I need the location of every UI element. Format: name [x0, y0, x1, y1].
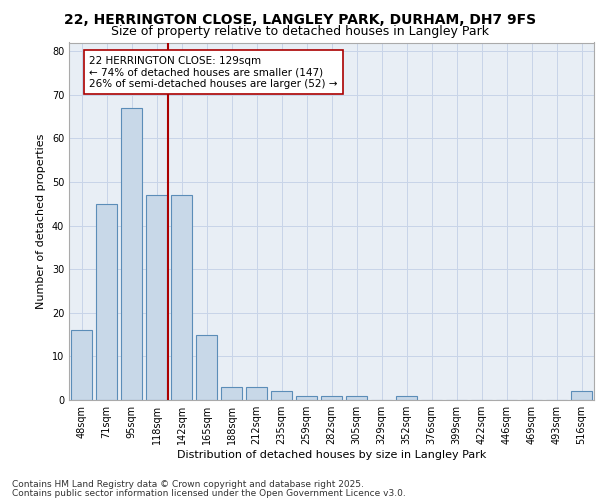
Bar: [321, 396, 342, 400]
Text: 22, HERRINGTON CLOSE, LANGLEY PARK, DURHAM, DH7 9FS: 22, HERRINGTON CLOSE, LANGLEY PARK, DURH…: [64, 12, 536, 26]
X-axis label: Distribution of detached houses by size in Langley Park: Distribution of detached houses by size …: [177, 450, 486, 460]
Bar: [396, 396, 417, 400]
Text: 22 HERRINGTON CLOSE: 129sqm
← 74% of detached houses are smaller (147)
26% of se: 22 HERRINGTON CLOSE: 129sqm ← 74% of det…: [89, 56, 337, 89]
Y-axis label: Number of detached properties: Number of detached properties: [36, 134, 46, 309]
Text: Size of property relative to detached houses in Langley Park: Size of property relative to detached ho…: [111, 25, 489, 38]
Bar: [271, 392, 292, 400]
Bar: [96, 204, 117, 400]
Text: Contains public sector information licensed under the Open Government Licence v3: Contains public sector information licen…: [12, 488, 406, 498]
Bar: [171, 195, 192, 400]
Bar: [146, 195, 167, 400]
Text: Contains HM Land Registry data © Crown copyright and database right 2025.: Contains HM Land Registry data © Crown c…: [12, 480, 364, 489]
Bar: [346, 396, 367, 400]
Bar: [246, 387, 267, 400]
Bar: [121, 108, 142, 400]
Bar: [571, 392, 592, 400]
Bar: [71, 330, 92, 400]
Bar: [296, 396, 317, 400]
Bar: [196, 334, 217, 400]
Bar: [221, 387, 242, 400]
